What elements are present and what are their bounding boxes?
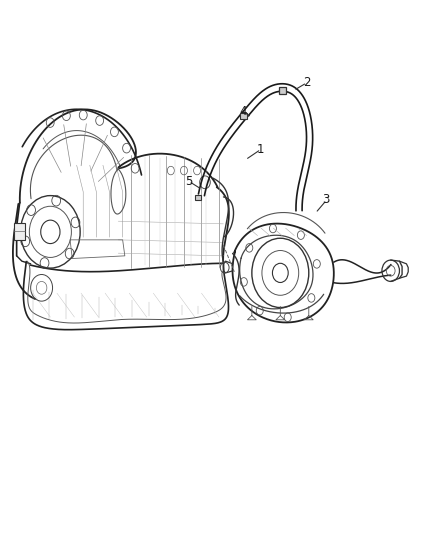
Text: 2: 2 — [303, 76, 311, 89]
Text: 5: 5 — [185, 175, 192, 188]
Bar — [279, 87, 286, 94]
Bar — [240, 113, 247, 119]
Text: 1: 1 — [257, 143, 265, 156]
Text: 3: 3 — [323, 193, 330, 206]
Bar — [14, 223, 25, 240]
Bar — [195, 195, 201, 200]
Text: 4: 4 — [239, 106, 247, 118]
